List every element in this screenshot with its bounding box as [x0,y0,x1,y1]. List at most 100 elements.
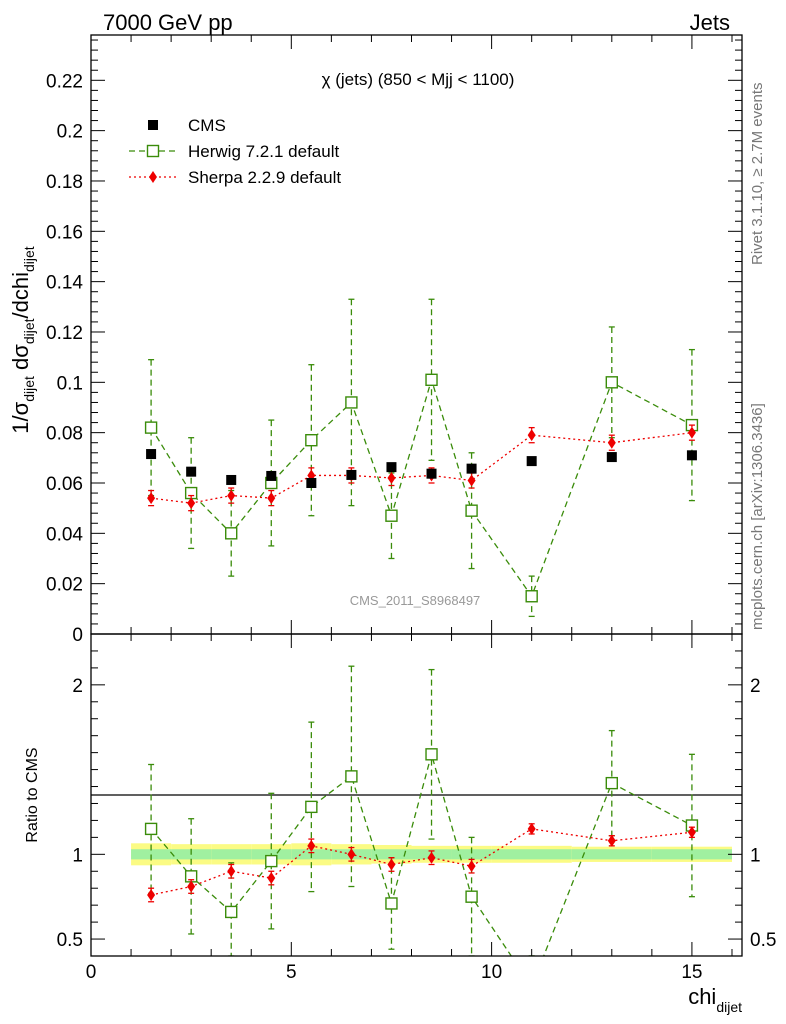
legend-label: Sherpa 2.2.9 default [188,168,341,187]
herwig-point [605,776,618,790]
sherpa-point [267,492,276,505]
herwig-point [345,770,358,783]
ratio-panel: 0.5 0.5 1 1 2 2 0 5 10 15 Ratio to CMS chidijet [24,35,776,1015]
sherpa-point [187,880,196,893]
sherpa-point [147,492,156,505]
sherpa-point [387,858,396,871]
x-tick-label: 10 [481,962,502,983]
x-axis-label: chidijet [688,984,742,1015]
series-line [151,432,693,504]
sherpa-point [527,429,536,442]
legend-sherpa-marker [149,171,157,183]
ratio-y-tick-label: 2 [72,676,83,697]
y-tick-label: 0.08 [46,424,83,445]
cms-point [606,452,617,463]
mcplots-side-text: mcplots.cern.ch [arXiv:1306.3436] [749,403,766,630]
cms-point [346,469,357,480]
sherpa-point [147,888,156,901]
sherpa-point [267,872,276,885]
ratio-y-tick-label-right: 0.5 [750,930,776,951]
herwig-point [385,509,398,522]
herwig-point [605,376,618,389]
cms-point [426,468,437,479]
watermark: CMS_2011_S8968497 [350,593,481,608]
uncertainty-band-inner [131,849,172,860]
header-left: 7000 GeV pp [103,10,233,35]
legend-cms-marker [148,120,158,130]
sherpa-point [387,471,396,484]
y-tick-label: 0.1 [57,373,83,394]
uncertainty-band-inner [451,849,492,860]
herwig-point [465,890,478,903]
sherpa-point [187,497,196,510]
herwig-point [525,590,538,603]
herwig-point [305,800,318,814]
series-line [150,828,692,896]
plot-title: χ (jets) (850 < Mjj < 1100) [322,70,515,89]
y-tick-label: 0.18 [46,172,83,193]
cms-point [466,463,477,474]
x-tick-label: 5 [286,962,297,983]
rivet-side-text: Rivet 3.1.10, ≥ 2.7M events [749,83,766,266]
cms-point [526,456,537,467]
herwig-point [385,897,398,910]
uncertainty-band-inner [211,849,252,860]
series-line [150,377,693,598]
herwig-point [305,434,318,447]
sherpa-point [527,822,536,835]
x-tick-label: 0 [86,962,97,983]
legend-herwig-marker [146,144,160,158]
ratio-y-tick-label-right: 1 [750,845,761,866]
uncertainty-band-inner [491,849,572,860]
cms-point [686,450,697,461]
y-tick-label: 0.06 [46,474,83,495]
legend-label: Herwig 7.2.1 default [188,142,339,161]
cms-point [186,466,197,477]
series-line [150,751,693,956]
sherpa-point [467,474,476,487]
cms-point [386,462,397,473]
y-tick-label: 0.16 [46,222,83,243]
ratio-y-tick-label: 1 [72,845,83,866]
y-tick-label: 0.14 [46,273,83,294]
y-tick-label: 0.04 [46,524,83,545]
cms-point [306,477,317,488]
herwig-point [425,373,438,387]
herwig-point [144,421,158,434]
main-panel: χ (jets) (850 < Mjj < 1100) CMS_2011_S89… [8,34,743,646]
cms-point [266,470,277,481]
sherpa-point [227,489,236,502]
cms-point [226,474,237,485]
cms-point [146,449,157,460]
y-tick-label: 0 [72,625,83,646]
sherpa-point [687,826,696,839]
sherpa-point [227,865,236,878]
herwig-point [265,854,278,868]
sherpa-point [607,436,616,449]
herwig-point [425,748,438,761]
herwig-point [465,504,478,517]
uncertainty-band-inner [371,849,412,860]
sherpa-point [307,839,316,852]
uncertainty-band-inner [651,849,732,860]
sherpa-point [427,851,436,864]
ratio-frame [90,633,743,957]
sherpa-point [607,834,616,847]
herwig-point [345,396,358,409]
y-axis-label: 1/σdijet dσdijet/dchidijet [8,246,37,434]
y-tick-label: 0.12 [46,323,83,344]
ratio-y-label: Ratio to CMS [24,747,41,842]
herwig-point [225,905,238,919]
y-tick-label: 0.2 [57,122,83,143]
herwig-point [225,527,238,540]
legend: CMS Herwig 7.2.1 default Sherpa 2.2.9 defa… [129,116,341,187]
y-tick-label: 0.02 [46,575,83,596]
header-right: Jets [690,10,730,35]
uncertainty-band-inner [571,849,652,860]
sherpa-point [467,860,476,873]
sherpa-point [347,848,356,861]
x-tick-label: 15 [681,962,702,983]
y-tick-label: 0.22 [46,71,83,92]
ratio-y-tick-label-right: 2 [750,676,761,697]
